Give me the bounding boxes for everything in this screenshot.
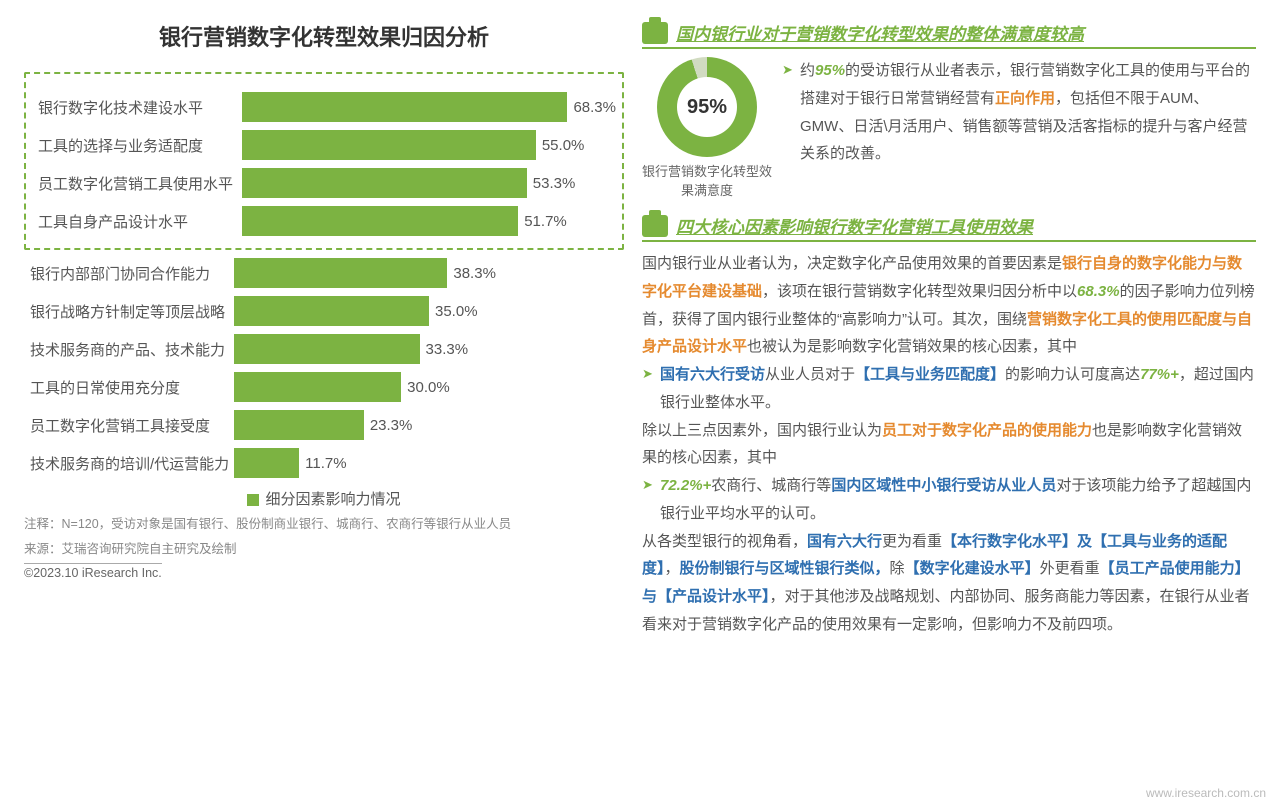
bar-value: 38.3% (453, 265, 496, 282)
bar-label: 技术服务商的培训/代运营能力 (24, 453, 234, 474)
bar-label: 工具的选择与业务适配度 (32, 135, 242, 156)
bar-label: 银行战略方针制定等顶层战略 (24, 301, 234, 322)
bar-label: 工具的日常使用充分度 (24, 377, 234, 398)
bullet-2: 72.2%+农商行、城商行等国内区域性中小银行受访从业人员对于该项能力给予了超越… (642, 472, 1256, 528)
chart-legend: 细分因素影响力情况 (24, 488, 624, 509)
bar-fill (234, 448, 299, 478)
bar-chart: 银行数字化技术建设水平 68.3% 工具的选择与业务适配度 55.0% 员工数字化营销工… (24, 72, 624, 509)
bar-track: 33.3% (234, 334, 624, 364)
donut-value: 95% (677, 77, 737, 137)
bar-label: 员工数字化营销工具使用水平 (32, 173, 242, 194)
bar-fill (234, 258, 447, 288)
top-factors-box: 银行数字化技术建设水平 68.3% 工具的选择与业务适配度 55.0% 员工数字化营销工… (24, 72, 624, 250)
bar-row: 银行内部部门协同合作能力 38.3% (24, 258, 624, 288)
bar-value: 53.3% (533, 175, 576, 192)
section-1-text: 约95%的受访银行从业者表示，银行营销数字化工具的使用与平台的搭建对于银行日常营… (782, 57, 1256, 199)
section-2-title: 四大核心因素影响银行数字化营销工具使用效果 (676, 213, 1033, 238)
bar-fill (242, 168, 527, 198)
bar-value: 68.3% (573, 99, 616, 116)
legend-label: 细分因素影响力情况 (265, 491, 400, 508)
chart-title: 银行营销数字化转型效果归因分析 (24, 20, 624, 52)
bar-row: 工具的选择与业务适配度 55.0% (32, 130, 616, 160)
briefcase-icon (642, 22, 668, 44)
bar-label: 银行数字化技术建设水平 (32, 97, 242, 118)
bar-fill (242, 206, 518, 236)
bar-label: 员工数字化营销工具接受度 (24, 415, 234, 436)
left-panel: 银行营销数字化转型效果归因分析 银行数字化技术建设水平 68.3% 工具的选择与业务… (24, 20, 624, 798)
bar-row: 银行数字化技术建设水平 68.3% (32, 92, 616, 122)
footnote-2: 来源：艾瑞咨询研究院自主研究及绘制 (24, 540, 624, 559)
bar-track: 11.7% (234, 448, 624, 478)
watermark: www.iresearch.com.cn (1146, 786, 1266, 800)
legend-swatch (247, 494, 259, 506)
bar-fill (234, 334, 420, 364)
bar-track: 68.3% (242, 92, 616, 122)
bar-value: 23.3% (370, 417, 413, 434)
section-1-header: 国内银行业对于营销数字化转型效果的整体满意度较高 (642, 20, 1256, 49)
bar-track: 30.0% (234, 372, 624, 402)
bar-row: 工具的日常使用充分度 30.0% (24, 372, 624, 402)
bar-track: 35.0% (234, 296, 624, 326)
bar-label: 银行内部部门协同合作能力 (24, 263, 234, 284)
bar-row: 工具自身产品设计水平 51.7% (32, 206, 616, 236)
section-2-body: 国内银行业从业者认为，决定数字化产品使用效果的首要因素是银行自身的数字化能力与数… (642, 250, 1256, 639)
bar-value: 55.0% (542, 137, 585, 154)
bar-value: 30.0% (407, 379, 450, 396)
rest-factors: 银行内部部门协同合作能力 38.3% 银行战略方针制定等顶层战略 35.0% 技术服务商… (24, 258, 624, 478)
bar-value: 35.0% (435, 303, 478, 320)
bar-track: 55.0% (242, 130, 616, 160)
bar-fill (242, 92, 567, 122)
bar-row: 技术服务商的培训/代运营能力 11.7% (24, 448, 624, 478)
bar-fill (234, 410, 364, 440)
bar-fill (234, 296, 429, 326)
bar-fill (242, 130, 536, 160)
section-2-header: 四大核心因素影响银行数字化营销工具使用效果 (642, 213, 1256, 242)
copyright: ©2023.10 iResearch Inc. (24, 563, 162, 580)
bar-track: 38.3% (234, 258, 624, 288)
bar-row: 银行战略方针制定等顶层战略 35.0% (24, 296, 624, 326)
donut-chart: 95% (657, 57, 757, 157)
bar-track: 53.3% (242, 168, 616, 198)
bar-row: 员工数字化营销工具使用水平 53.3% (32, 168, 616, 198)
bar-value: 33.3% (426, 341, 469, 358)
footnote-1: 注释：N=120，受访对象是国有银行、股份制商业银行、城商行、农商行等银行从业人… (24, 515, 624, 534)
bar-track: 51.7% (242, 206, 616, 236)
section-1-title: 国内银行业对于营销数字化转型效果的整体满意度较高 (676, 20, 1084, 45)
bar-track: 23.3% (234, 410, 624, 440)
bar-label: 技术服务商的产品、技术能力 (24, 339, 234, 360)
bar-fill (234, 372, 401, 402)
bar-label: 工具自身产品设计水平 (32, 211, 242, 232)
briefcase-icon (642, 215, 668, 237)
bar-value: 51.7% (524, 213, 567, 230)
right-panel: 国内银行业对于营销数字化转型效果的整体满意度较高 95% 银行营销数字化转型效果… (642, 20, 1256, 798)
donut-caption: 银行营销数字化转型效果满意度 (642, 161, 772, 199)
bar-row: 员工数字化营销工具接受度 23.3% (24, 410, 624, 440)
donut-wrap: 95% 银行营销数字化转型效果满意度 (642, 57, 772, 199)
bar-value: 11.7% (305, 455, 346, 472)
bar-row: 技术服务商的产品、技术能力 33.3% (24, 334, 624, 364)
bullet-1: 国有六大行受访从业人员对于【工具与业务匹配度】的影响力认可度高达77%+，超过国… (642, 361, 1256, 417)
